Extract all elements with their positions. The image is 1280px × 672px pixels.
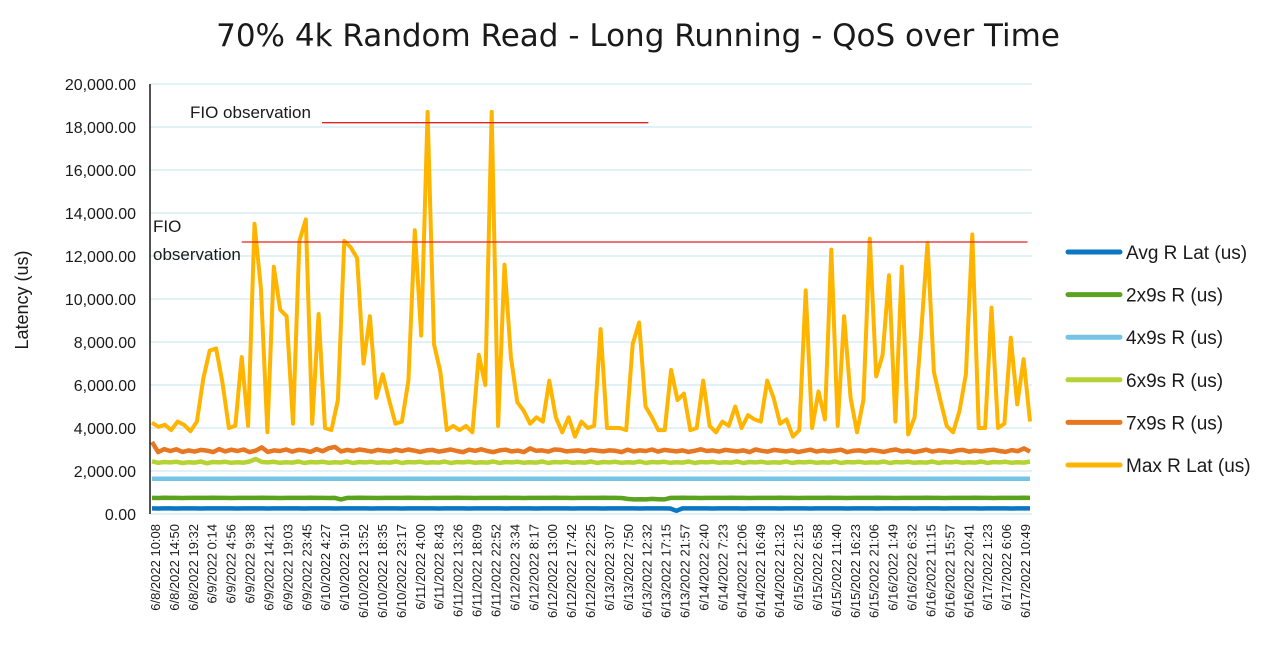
chart-title: 70% 4k Random Read - Long Running - QoS … [216,18,1060,54]
x-tick-label: 6/9/2022 0:14 [205,524,220,604]
x-tick-label: 6/14/2022 16:49 [753,524,768,618]
x-tick-label: 6/11/2022 4:00 [413,524,428,610]
annotation-label: FIO observation [153,217,241,264]
x-tick-label: 6/16/2022 1:49 [886,524,901,611]
x-tick-label: 6/12/2022 8:17 [526,524,541,611]
x-tick-label: 6/12/2022 3:34 [507,524,522,611]
x-tick-label: 6/14/2022 12:06 [734,524,749,618]
x-tick-label: 6/15/2022 11:40 [829,524,844,617]
x-tick-label: 6/10/2022 18:35 [375,524,390,618]
x-tick-label: 6/9/2022 23:45 [299,524,314,611]
y-tick-label: 2,000.00 [74,464,136,481]
x-tick-label: 6/15/2022 21:06 [867,524,882,618]
legend-label: Max R Lat (us) [1126,456,1251,477]
x-tick-label: 6/16/2022 11:15 [923,524,938,617]
x-tick-label: 6/8/2022 14:50 [167,524,182,611]
x-tick-label: 6/13/2022 7:50 [621,524,636,611]
x-tick-label: 6/9/2022 9:38 [243,524,258,604]
y-tick-label: 8,000.00 [74,335,136,352]
y-tick-label: 18,000.00 [65,120,136,137]
series-line-p7x9 [150,440,1032,455]
x-tick-label: 6/12/2022 17:42 [564,524,579,618]
x-tick-label: 6/15/2022 6:58 [810,524,825,611]
x-tick-label: 6/16/2022 6:32 [905,524,920,611]
x-tick-label: 6/12/2022 13:00 [545,524,560,618]
x-tick-label: 6/17/2022 1:23 [980,524,995,611]
series-line-avg [151,506,1030,514]
legend: Avg R Lat (us) 2x9s R (us) 4x9s R (us) 6x9s… [1065,243,1251,477]
series-line-max [150,109,1032,439]
series-line-p2x9 [151,495,1031,502]
x-tick-label: 6/10/2022 4:27 [318,524,333,611]
x-tick-label: 6/11/2022 18:09 [470,524,485,617]
x-tick-label: 6/13/2022 12:32 [640,524,655,618]
x-tick-label: 6/9/2022 4:56 [224,524,239,604]
x-tick-label: 6/16/2022 15:57 [942,524,957,618]
x-tick-label: 6/13/2022 21:57 [678,524,693,618]
x-tick-label: 6/10/2022 9:10 [337,524,352,611]
y-tick-label: 6,000.00 [74,378,136,395]
x-tick-label: 6/8/2022 10:08 [148,524,163,611]
x-tick-label: 6/9/2022 14:21 [261,524,276,611]
x-tick-label: 6/11/2022 8:43 [432,524,447,610]
x-tick-label: 6/10/2022 13:52 [356,524,371,618]
legend-label: 7x9s R (us) [1126,413,1223,434]
x-tick-label: 6/15/2022 2:15 [791,524,806,611]
y-tick-label: 14,000.00 [65,206,136,223]
x-tick-label: 6/14/2022 7:23 [715,524,730,611]
y-tick-label: 10,000.00 [65,292,136,309]
series-line-p6x9 [151,456,1031,466]
y-axis-label: Latency (us) [12,250,32,349]
x-tick-label: 6/9/2022 19:03 [280,524,295,611]
legend-label: Avg R Lat (us) [1126,243,1247,264]
legend-label: 6x9s R (us) [1126,371,1223,392]
x-tick-label: 6/14/2022 2:40 [696,524,711,611]
x-tick-label: 6/17/2022 6:06 [999,524,1014,611]
x-tick-label: 6/16/2022 20:41 [961,524,976,618]
annotation-label: FIO observation [190,103,311,122]
x-tick-label: 6/14/2022 21:32 [772,524,787,618]
x-tick-label: 6/8/2022 19:32 [186,524,201,611]
series-lines [150,109,1032,514]
x-tick-label: 6/13/2022 17:15 [659,524,674,618]
y-tick-label: 16,000.00 [65,163,136,180]
x-tick-label: 6/12/2022 22:25 [583,524,598,618]
legend-label: 4x9s R (us) [1126,328,1223,349]
y-tick-label: 20,000.00 [65,77,136,94]
x-tick-label: 6/17/2022 10:49 [1018,524,1033,618]
y-tick-label: 4,000.00 [74,421,136,438]
x-tick-label: 6/15/2022 16:23 [848,524,863,618]
y-tick-label: 0.00 [105,507,136,524]
x-axis-ticks: 6/8/2022 10:08 6/8/2022 14:50 6/8/2022 19:… [148,524,1033,618]
x-tick-label: 6/13/2022 3:07 [602,524,617,611]
annotations: FIO observation FIO observation [153,103,1028,264]
y-tick-label: 12,000.00 [65,249,136,266]
y-axis-ticks: 0.00 2,000.00 4,000.00 6,000.00 8,000.00 10,0… [65,77,136,524]
x-tick-label: 6/11/2022 22:52 [488,524,503,617]
x-tick-label: 6/11/2022 13:26 [451,524,466,617]
x-tick-label: 6/10/2022 23:17 [394,524,409,618]
legend-label: 2x9s R (us) [1126,286,1223,307]
